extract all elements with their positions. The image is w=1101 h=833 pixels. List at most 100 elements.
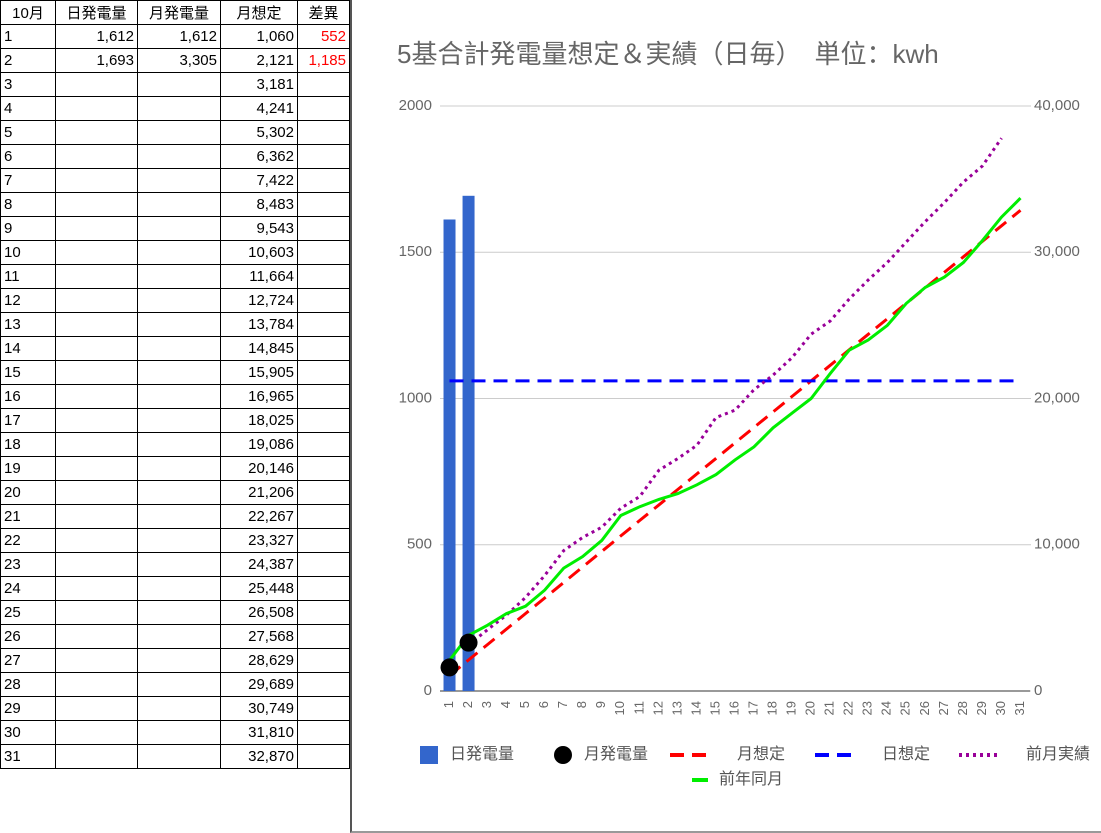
cell[interactable] — [55, 384, 138, 409]
cell[interactable]: 18,025 — [220, 408, 298, 433]
cell[interactable]: 8,483 — [220, 192, 298, 217]
cell[interactable] — [297, 576, 350, 601]
cell[interactable] — [55, 144, 138, 169]
cell[interactable] — [297, 432, 350, 457]
cell[interactable] — [55, 264, 138, 289]
cell[interactable] — [55, 696, 138, 721]
cell[interactable]: 29,689 — [220, 672, 298, 697]
cell[interactable] — [297, 528, 350, 553]
cell[interactable]: 24 — [0, 576, 56, 601]
cell[interactable]: 9 — [0, 216, 56, 241]
cell[interactable]: 22,267 — [220, 504, 298, 529]
cell[interactable]: 30,749 — [220, 696, 298, 721]
cell[interactable] — [297, 696, 350, 721]
cell[interactable]: 13,784 — [220, 312, 298, 337]
cell[interactable] — [297, 288, 350, 313]
cell[interactable]: 15,905 — [220, 360, 298, 385]
cell[interactable] — [297, 504, 350, 529]
cell[interactable]: 2,121 — [220, 48, 298, 73]
cell[interactable] — [137, 96, 221, 121]
cell[interactable] — [297, 96, 350, 121]
cell[interactable] — [297, 456, 350, 481]
cell[interactable] — [297, 312, 350, 337]
cell[interactable] — [297, 360, 350, 385]
cell[interactable] — [55, 576, 138, 601]
cell[interactable]: 19 — [0, 456, 56, 481]
cell[interactable] — [297, 264, 350, 289]
cell[interactable] — [137, 624, 221, 649]
cell[interactable]: 8 — [0, 192, 56, 217]
cell[interactable]: 3,305 — [137, 48, 221, 73]
cell[interactable] — [297, 72, 350, 97]
cell[interactable] — [55, 528, 138, 553]
cell[interactable]: 20,146 — [220, 456, 298, 481]
cell[interactable]: 1,060 — [220, 24, 298, 49]
cell[interactable]: 21,206 — [220, 480, 298, 505]
cell[interactable] — [297, 336, 350, 361]
cell[interactable] — [297, 744, 350, 769]
cell[interactable]: 1 — [0, 24, 56, 49]
cell[interactable] — [297, 648, 350, 673]
cell[interactable] — [55, 456, 138, 481]
cell[interactable] — [137, 168, 221, 193]
cell[interactable]: 25 — [0, 600, 56, 625]
cell[interactable]: 16 — [0, 384, 56, 409]
cell[interactable] — [55, 504, 138, 529]
cell[interactable]: 1,185 — [297, 48, 350, 73]
cell[interactable] — [297, 672, 350, 697]
cell[interactable] — [137, 240, 221, 265]
cell[interactable]: 14,845 — [220, 336, 298, 361]
cell[interactable] — [297, 168, 350, 193]
cell[interactable]: 15 — [0, 360, 56, 385]
cell[interactable]: 21 — [0, 504, 56, 529]
cell[interactable]: 22 — [0, 528, 56, 553]
cell[interactable]: 13 — [0, 312, 56, 337]
cell[interactable] — [137, 528, 221, 553]
cell[interactable] — [55, 336, 138, 361]
cell[interactable]: 6 — [0, 144, 56, 169]
cell[interactable]: 4 — [0, 96, 56, 121]
cell[interactable]: 30 — [0, 720, 56, 745]
cell[interactable]: 14 — [0, 336, 56, 361]
cell[interactable] — [137, 288, 221, 313]
cell[interactable]: 28 — [0, 672, 56, 697]
cell[interactable]: 12,724 — [220, 288, 298, 313]
cell[interactable]: 3,181 — [220, 72, 298, 97]
cell[interactable]: 6,362 — [220, 144, 298, 169]
cell[interactable] — [55, 96, 138, 121]
cell[interactable]: 26 — [0, 624, 56, 649]
cell[interactable] — [55, 552, 138, 577]
cell[interactable]: 31,810 — [220, 720, 298, 745]
cell[interactable]: 20 — [0, 480, 56, 505]
cell[interactable]: 23,327 — [220, 528, 298, 553]
cell[interactable] — [55, 240, 138, 265]
cell[interactable]: 12 — [0, 288, 56, 313]
cell[interactable] — [297, 120, 350, 145]
cell[interactable] — [55, 720, 138, 745]
cell[interactable] — [55, 480, 138, 505]
cell[interactable] — [55, 360, 138, 385]
cell[interactable] — [55, 600, 138, 625]
cell[interactable]: 27 — [0, 648, 56, 673]
cell[interactable] — [137, 696, 221, 721]
cell[interactable] — [55, 312, 138, 337]
cell[interactable] — [137, 720, 221, 745]
cell[interactable]: 10 — [0, 240, 56, 265]
cell[interactable] — [297, 192, 350, 217]
cell[interactable] — [137, 648, 221, 673]
cell[interactable] — [137, 216, 221, 241]
cell[interactable] — [55, 672, 138, 697]
cell[interactable]: 7,422 — [220, 168, 298, 193]
cell[interactable] — [55, 408, 138, 433]
cell[interactable] — [55, 192, 138, 217]
cell[interactable]: 26,508 — [220, 600, 298, 625]
cell[interactable]: 1,612 — [137, 24, 221, 49]
cell[interactable] — [137, 144, 221, 169]
cell[interactable] — [137, 72, 221, 97]
cell[interactable] — [137, 744, 221, 769]
cell[interactable] — [297, 624, 350, 649]
cell[interactable] — [297, 720, 350, 745]
cell[interactable] — [137, 552, 221, 577]
cell[interactable]: 1,612 — [55, 24, 138, 49]
cell[interactable]: 17 — [0, 408, 56, 433]
